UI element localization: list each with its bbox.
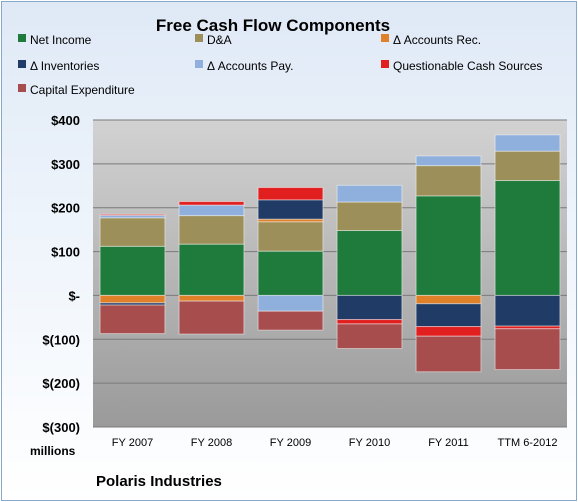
bar-segment: [336, 319, 403, 325]
bar-segment: [494, 134, 561, 152]
company-name: Polaris Industries: [96, 473, 222, 490]
legend-label: Capital Expenditure: [30, 83, 135, 97]
y-tick-label: $-: [68, 288, 80, 303]
bar-segment: [257, 294, 324, 312]
y-tick-label: $(100): [42, 332, 80, 347]
y-tick-label: $(200): [42, 376, 80, 391]
legend-swatch: [381, 60, 389, 68]
legend-item: Δ Accounts Pay.: [195, 59, 294, 73]
legend-item: Δ Accounts Rec.: [381, 33, 481, 47]
bar-segment: [336, 184, 403, 203]
bar-segment: [257, 187, 324, 201]
bar-segment: [178, 294, 245, 302]
bar-segment: [257, 199, 324, 220]
x-tick-label: FY 2011: [428, 437, 469, 449]
bar-segment: [257, 221, 324, 252]
chart-title: Free Cash Flow Components: [156, 16, 390, 35]
legend-swatch: [381, 34, 389, 42]
legend-swatch: [18, 34, 26, 42]
bar-segment: [415, 335, 482, 373]
bar-segment: [415, 294, 482, 305]
legend-swatch: [18, 84, 26, 92]
bar-segment: [415, 155, 482, 167]
units-label: millions: [30, 444, 76, 458]
bar-segment: [178, 215, 245, 245]
legend-item: D&A: [195, 33, 232, 47]
x-tick-label: FY 2010: [349, 437, 390, 449]
plot-background: [93, 120, 567, 427]
bar-segment: [178, 204, 245, 217]
legend-item: Net Income: [18, 33, 92, 47]
bar-segment: [178, 300, 245, 335]
x-axis: FY 2007 FY 2008 FY 2009 FY 2010 FY 2011 TTM 6…: [112, 437, 558, 449]
y-tick-label: $200: [51, 201, 80, 216]
legend-item: Capital Expenditure: [18, 83, 135, 97]
bar-segment: [99, 294, 166, 304]
bar-segment: [99, 304, 166, 335]
bar-segment: [494, 180, 561, 296]
bar-segment: [336, 201, 403, 232]
legend: Net Income D&A Δ Accounts Rec. Δ Inventorie…: [18, 33, 542, 97]
x-tick-label: TTM 6-2012: [498, 437, 558, 449]
bar-segment: [415, 165, 482, 197]
bar-segment: [415, 326, 482, 337]
legend-item: Questionable Cash Sources: [381, 59, 542, 73]
bar-segment: [336, 323, 403, 349]
legend-swatch: [18, 60, 26, 68]
bar-segment: [99, 213, 166, 216]
x-tick-label: FY 2008: [191, 437, 232, 449]
y-tick-label: $(300): [42, 420, 80, 435]
bar-segment: [257, 250, 324, 296]
bar-segment: [415, 303, 482, 328]
bar-segment: [257, 310, 324, 331]
x-tick-label: FY 2007: [112, 437, 153, 449]
legend-label: D&A: [207, 33, 232, 47]
legend-label: Δ Accounts Rec.: [393, 33, 481, 47]
plot-area: [93, 119, 567, 428]
bar-segment: [99, 217, 166, 247]
legend-label: Δ Inventories: [30, 59, 99, 73]
y-tick-label: $400: [51, 113, 80, 128]
legend-swatch: [195, 60, 203, 68]
bar-segment: [178, 201, 245, 206]
bar-segment: [336, 230, 403, 296]
legend-label: Questionable Cash Sources: [393, 59, 542, 73]
bar-segment: [494, 328, 561, 371]
legend-swatch: [195, 34, 203, 42]
legend-label: Net Income: [30, 33, 92, 47]
y-tick-label: $300: [51, 157, 80, 172]
bar-segment: [494, 150, 561, 182]
y-tick-label: $100: [51, 245, 80, 260]
legend-label: Δ Accounts Pay.: [207, 59, 294, 73]
y-axis: $400 $300 $200 $100 $- $(100) $(200) $(300): [42, 113, 80, 435]
bar-segment: [415, 195, 482, 296]
bar-segment: [336, 294, 403, 321]
x-tick-label: FY 2009: [270, 437, 311, 449]
bar-segment: [494, 294, 561, 327]
bar-segment: [99, 245, 166, 296]
legend-item: Δ Inventories: [18, 59, 99, 73]
bar-segment: [178, 243, 245, 296]
